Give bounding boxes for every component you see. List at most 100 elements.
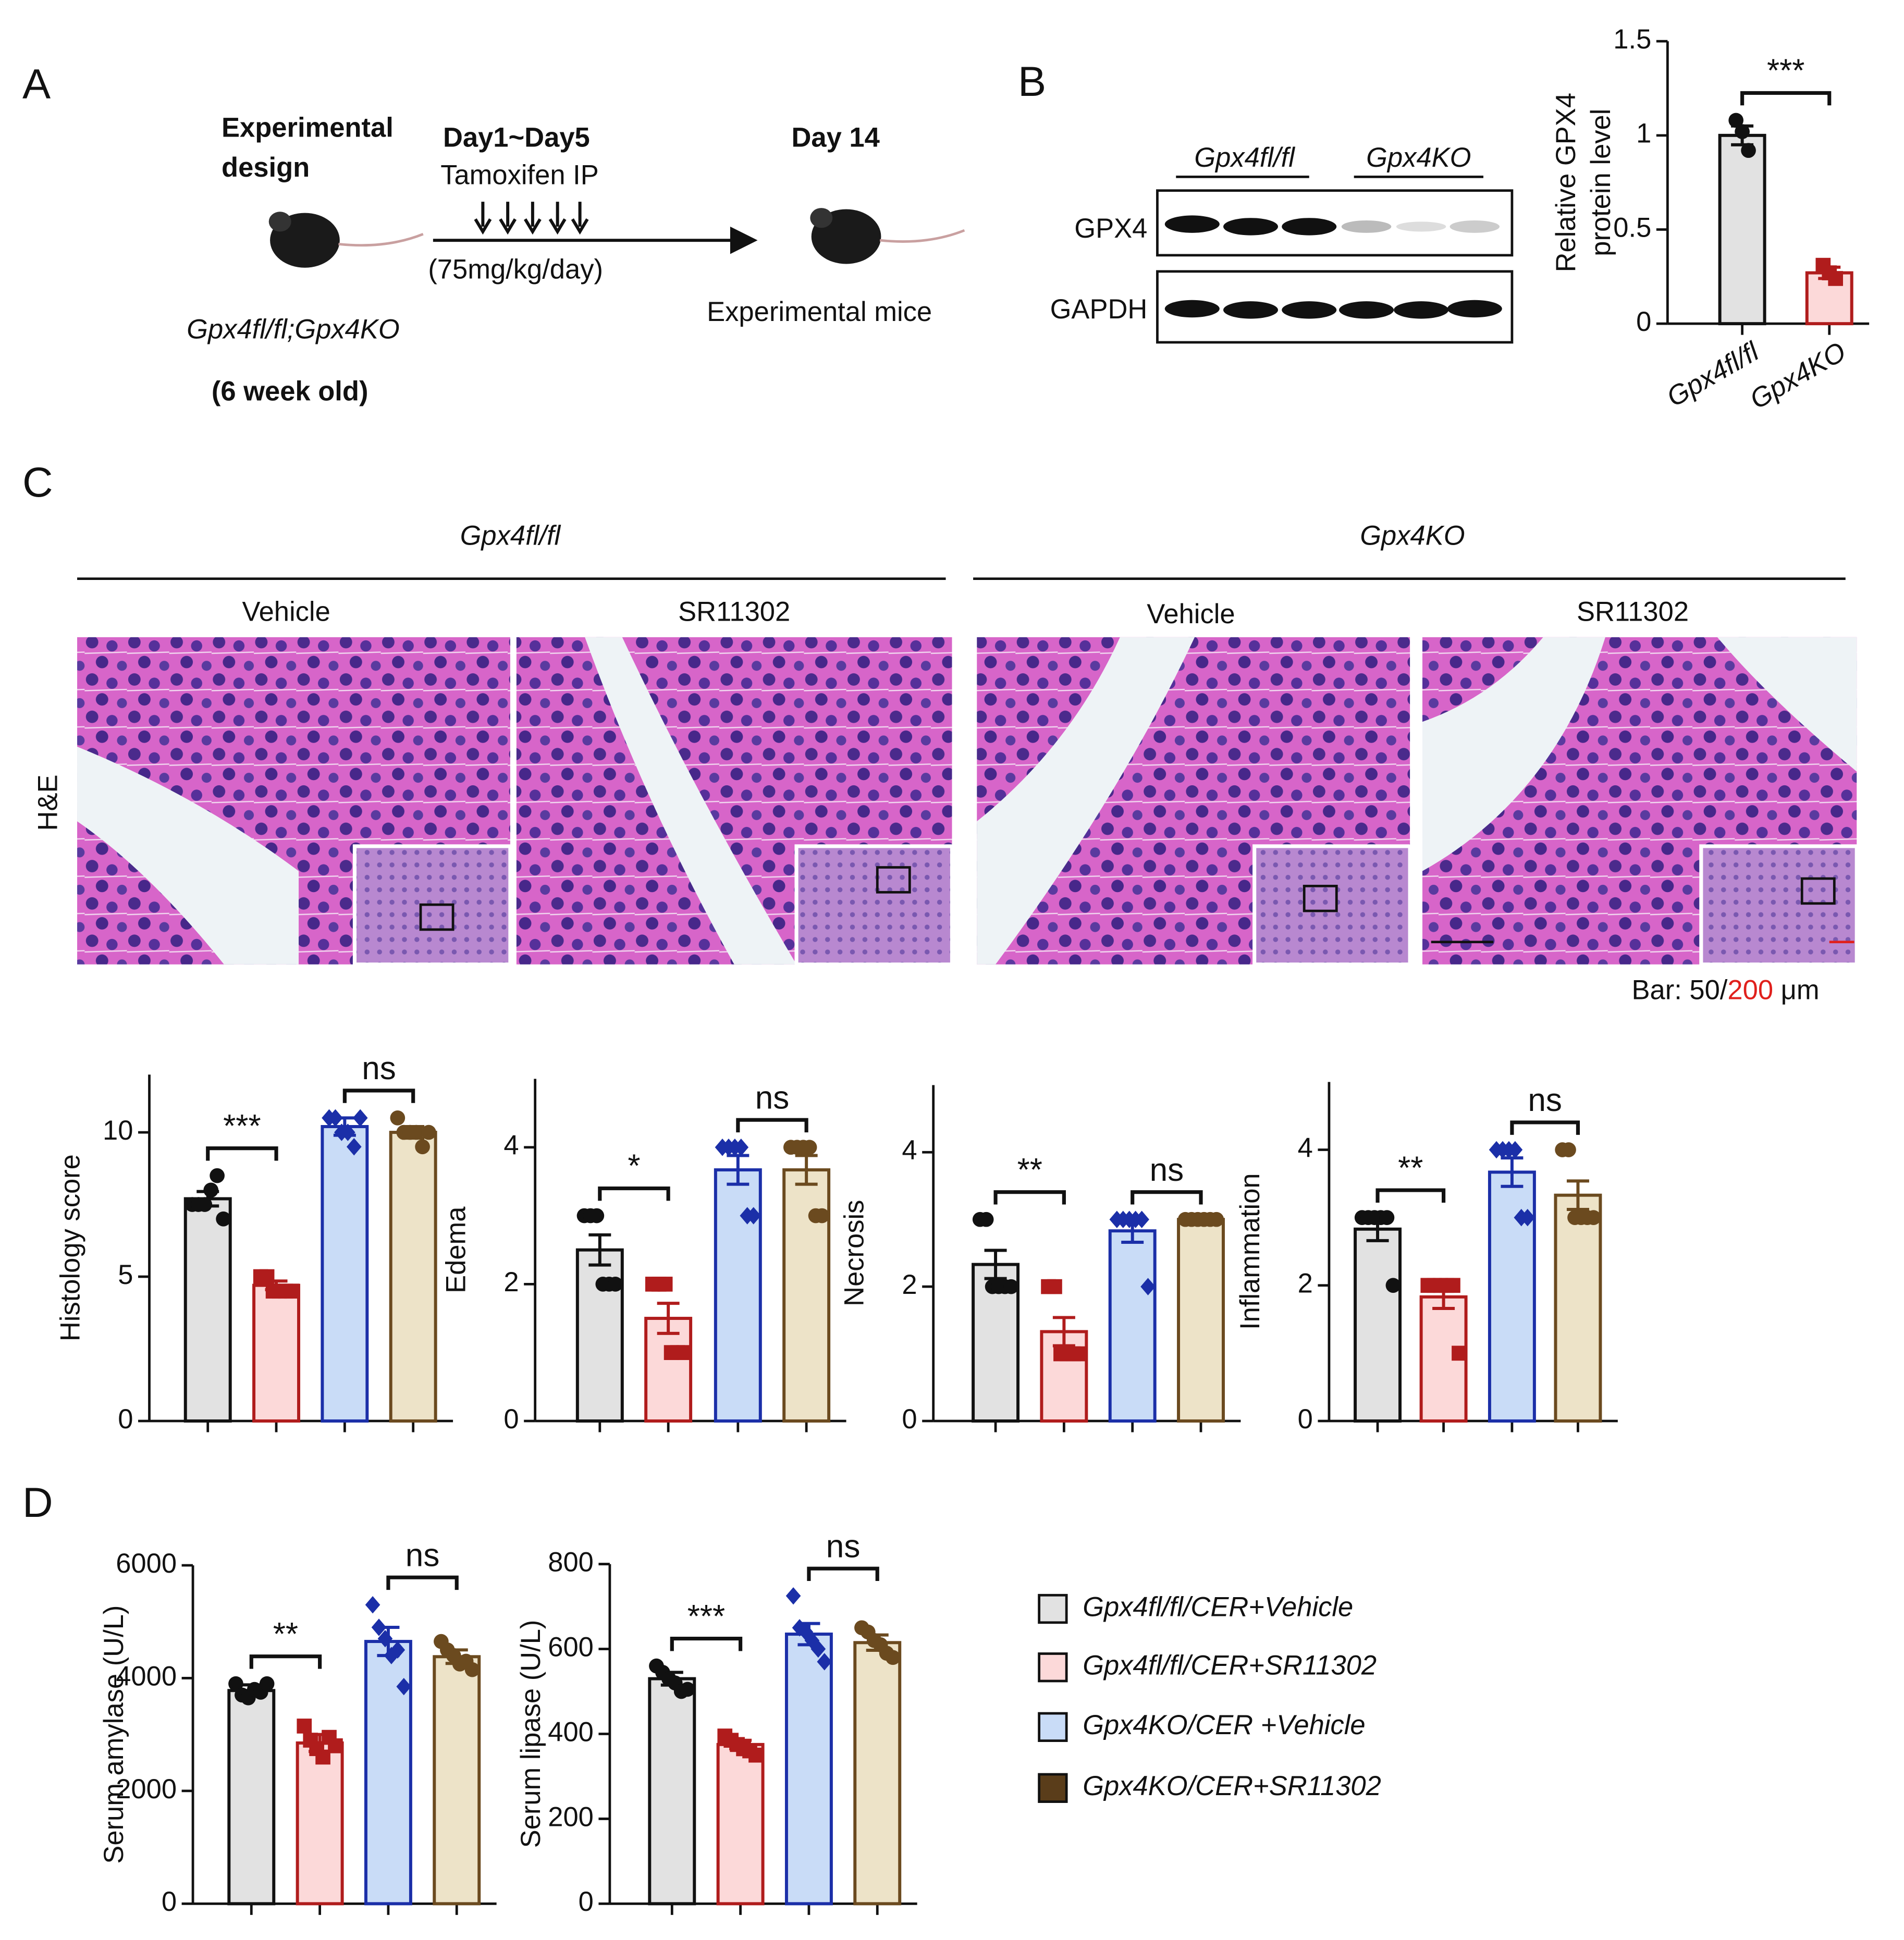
data-point xyxy=(284,1283,300,1299)
data-point xyxy=(390,1110,406,1126)
error-bar xyxy=(1501,1156,1524,1188)
data-point xyxy=(814,1208,830,1224)
data-point xyxy=(352,1109,368,1127)
x-tick-label: Gpx4KO xyxy=(1745,336,1851,415)
significance-bracket xyxy=(1131,1190,1203,1205)
legend-swatch xyxy=(1038,1593,1068,1624)
y-tick-label: 0 xyxy=(503,1404,519,1435)
y-tick-label: 2000 xyxy=(116,1774,177,1805)
error-bar xyxy=(1052,1316,1075,1348)
significance-bracket xyxy=(1510,1120,1580,1135)
bar-chart: 0 2 4 Inflammation ** ns xyxy=(1235,1082,1618,1435)
data-point xyxy=(396,1677,412,1696)
legend-swatch xyxy=(1038,1652,1068,1683)
bar xyxy=(252,1283,301,1423)
y-axis-label: Serum lipase (U/L) xyxy=(515,1620,546,1848)
design-title: design xyxy=(222,152,310,183)
bar-chart: 0 200 400 600 800 Serum lipase (U/L) *** ns xyxy=(515,1528,917,1917)
bar xyxy=(433,1655,481,1906)
y-axis-label: Edema xyxy=(441,1206,472,1293)
data-point xyxy=(1445,1278,1460,1293)
scale-text: μm xyxy=(1773,974,1820,1005)
treatment-label: SR11302 xyxy=(678,596,790,627)
data-point xyxy=(885,1650,901,1665)
legend-swatch xyxy=(1038,1773,1068,1803)
y-tick-label: 2 xyxy=(1298,1268,1313,1299)
data-point xyxy=(676,1345,692,1361)
y-tick-label: 4 xyxy=(902,1135,917,1166)
data-point xyxy=(680,1682,695,1697)
data-point xyxy=(657,1277,673,1292)
significance-bracket xyxy=(598,1186,670,1201)
bar-chart: 0 2 4 Necrosis ** ns xyxy=(839,1085,1241,1435)
data-point xyxy=(197,1197,213,1212)
mouse-icon xyxy=(810,208,965,264)
significance-bracket xyxy=(807,1566,879,1581)
charts: 0 0.5 1 1.5 Relative GPX4 protein level Gpx4fl… xyxy=(55,24,1870,1917)
bar-chart: 0 5 10 Histology score *** ns xyxy=(55,1051,453,1435)
significance-label: ns xyxy=(826,1528,861,1564)
y-tick-label: 0 xyxy=(1298,1404,1313,1435)
y-tick-label: 4000 xyxy=(116,1661,177,1691)
end-label: Experimental mice xyxy=(707,296,932,327)
treatment-label: Vehicle xyxy=(1147,599,1235,629)
x-tick-label: Gpx4fl/fl xyxy=(1662,336,1764,413)
data-point xyxy=(365,1596,380,1614)
data-point xyxy=(203,1182,219,1198)
data-point xyxy=(1072,1346,1087,1362)
genotype: Gpx4fl/fl;Gpx4KO xyxy=(187,314,400,344)
data-point xyxy=(346,1138,362,1156)
data-point xyxy=(1385,1278,1401,1293)
data-point xyxy=(1828,271,1844,286)
error-bar xyxy=(588,1233,611,1267)
histology-images xyxy=(77,637,1859,967)
age: (6 week old) xyxy=(212,376,368,407)
data-point xyxy=(228,1676,243,1691)
significance-bracket xyxy=(993,1190,1066,1205)
blot-group: Gpx4fl/fl xyxy=(1194,142,1295,173)
significance-bracket xyxy=(1375,1188,1446,1203)
mouse-icon xyxy=(268,212,424,268)
significance-label: ns xyxy=(1150,1152,1184,1188)
bar xyxy=(853,1641,902,1906)
data-point xyxy=(1561,1142,1576,1157)
y-tick-label: 0 xyxy=(902,1404,917,1435)
data-point xyxy=(978,1212,994,1227)
y-tick-label: 0 xyxy=(1636,306,1651,337)
bar-chart: 0 0.5 1 1.5 Relative GPX4 protein level Gpx4fl… xyxy=(1551,24,1870,415)
bar xyxy=(1108,1229,1157,1423)
data-point xyxy=(817,1653,832,1671)
treatment-label: Vehicle xyxy=(242,596,330,627)
bar xyxy=(782,1168,831,1423)
data-point xyxy=(1003,1279,1019,1294)
y-tick-label: 2 xyxy=(503,1267,519,1298)
data-point xyxy=(415,1139,430,1155)
bar xyxy=(296,1741,344,1906)
y-tick-label: 0 xyxy=(118,1404,133,1435)
significance-label: *** xyxy=(223,1108,261,1144)
bar xyxy=(1718,133,1766,326)
panel-label: A xyxy=(22,61,51,108)
data-point xyxy=(328,1738,343,1753)
y-axis-label: Relative GPX4 xyxy=(1551,93,1581,272)
significance-label: *** xyxy=(687,1599,725,1635)
y-tick-label: 0 xyxy=(579,1886,594,1917)
stain-label: H&E xyxy=(32,774,63,831)
significance-label: ns xyxy=(1528,1082,1562,1118)
bar xyxy=(1354,1227,1402,1423)
data-point xyxy=(1586,1210,1601,1225)
data-point xyxy=(785,1587,801,1605)
data-point xyxy=(589,1208,605,1224)
y-tick-label: 4 xyxy=(503,1130,519,1161)
significance-bracket xyxy=(342,1089,415,1103)
panel-label: B xyxy=(1018,58,1046,105)
bar xyxy=(321,1125,369,1423)
data-point xyxy=(1209,1212,1224,1227)
error-bar xyxy=(795,1154,818,1186)
error-bar xyxy=(1566,1179,1589,1211)
design-title: Experimental xyxy=(222,113,394,143)
legend-label: Gpx4KO/CER+SR11302 xyxy=(1083,1771,1381,1801)
data-point xyxy=(377,1629,393,1648)
data-point xyxy=(1140,1278,1156,1295)
